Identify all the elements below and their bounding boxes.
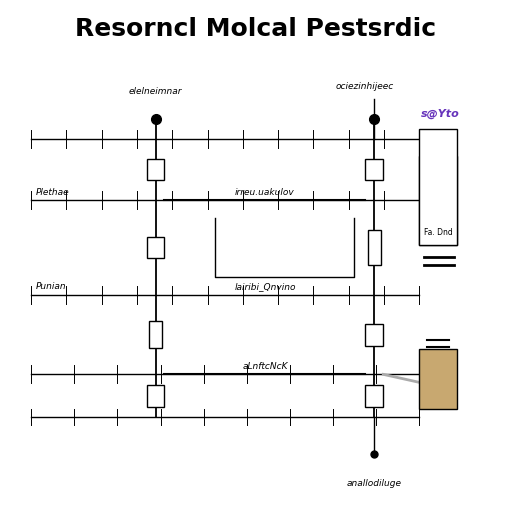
Bar: [368, 230, 381, 265]
Bar: [419, 156, 457, 245]
Bar: [146, 385, 164, 407]
Text: elelneimnar: elelneimnar: [129, 87, 182, 96]
Bar: [366, 324, 383, 346]
Text: s@Yto: s@Yto: [421, 109, 460, 119]
Bar: [146, 159, 164, 180]
Text: anallodiluge: anallodiluge: [347, 479, 402, 488]
Text: Punian: Punian: [36, 282, 67, 291]
Bar: [146, 237, 164, 259]
Text: aLnftcNcK: aLnftcNcK: [242, 362, 288, 371]
Bar: [366, 385, 383, 407]
Text: irreu.uakulov: irreu.uakulov: [235, 188, 295, 197]
Bar: [366, 159, 383, 180]
Text: ociezinhijeec: ociezinhijeec: [335, 82, 394, 91]
Bar: [419, 350, 457, 409]
Text: Resorncl Molcal Pestsrdic: Resorncl Molcal Pestsrdic: [75, 17, 437, 41]
Bar: [419, 129, 457, 245]
Text: Fa. Dnd: Fa. Dnd: [424, 228, 453, 237]
Text: Plethae: Plethae: [36, 188, 70, 197]
Text: lairibi_Qnvino: lairibi_Qnvino: [234, 282, 296, 291]
Bar: [149, 321, 162, 349]
